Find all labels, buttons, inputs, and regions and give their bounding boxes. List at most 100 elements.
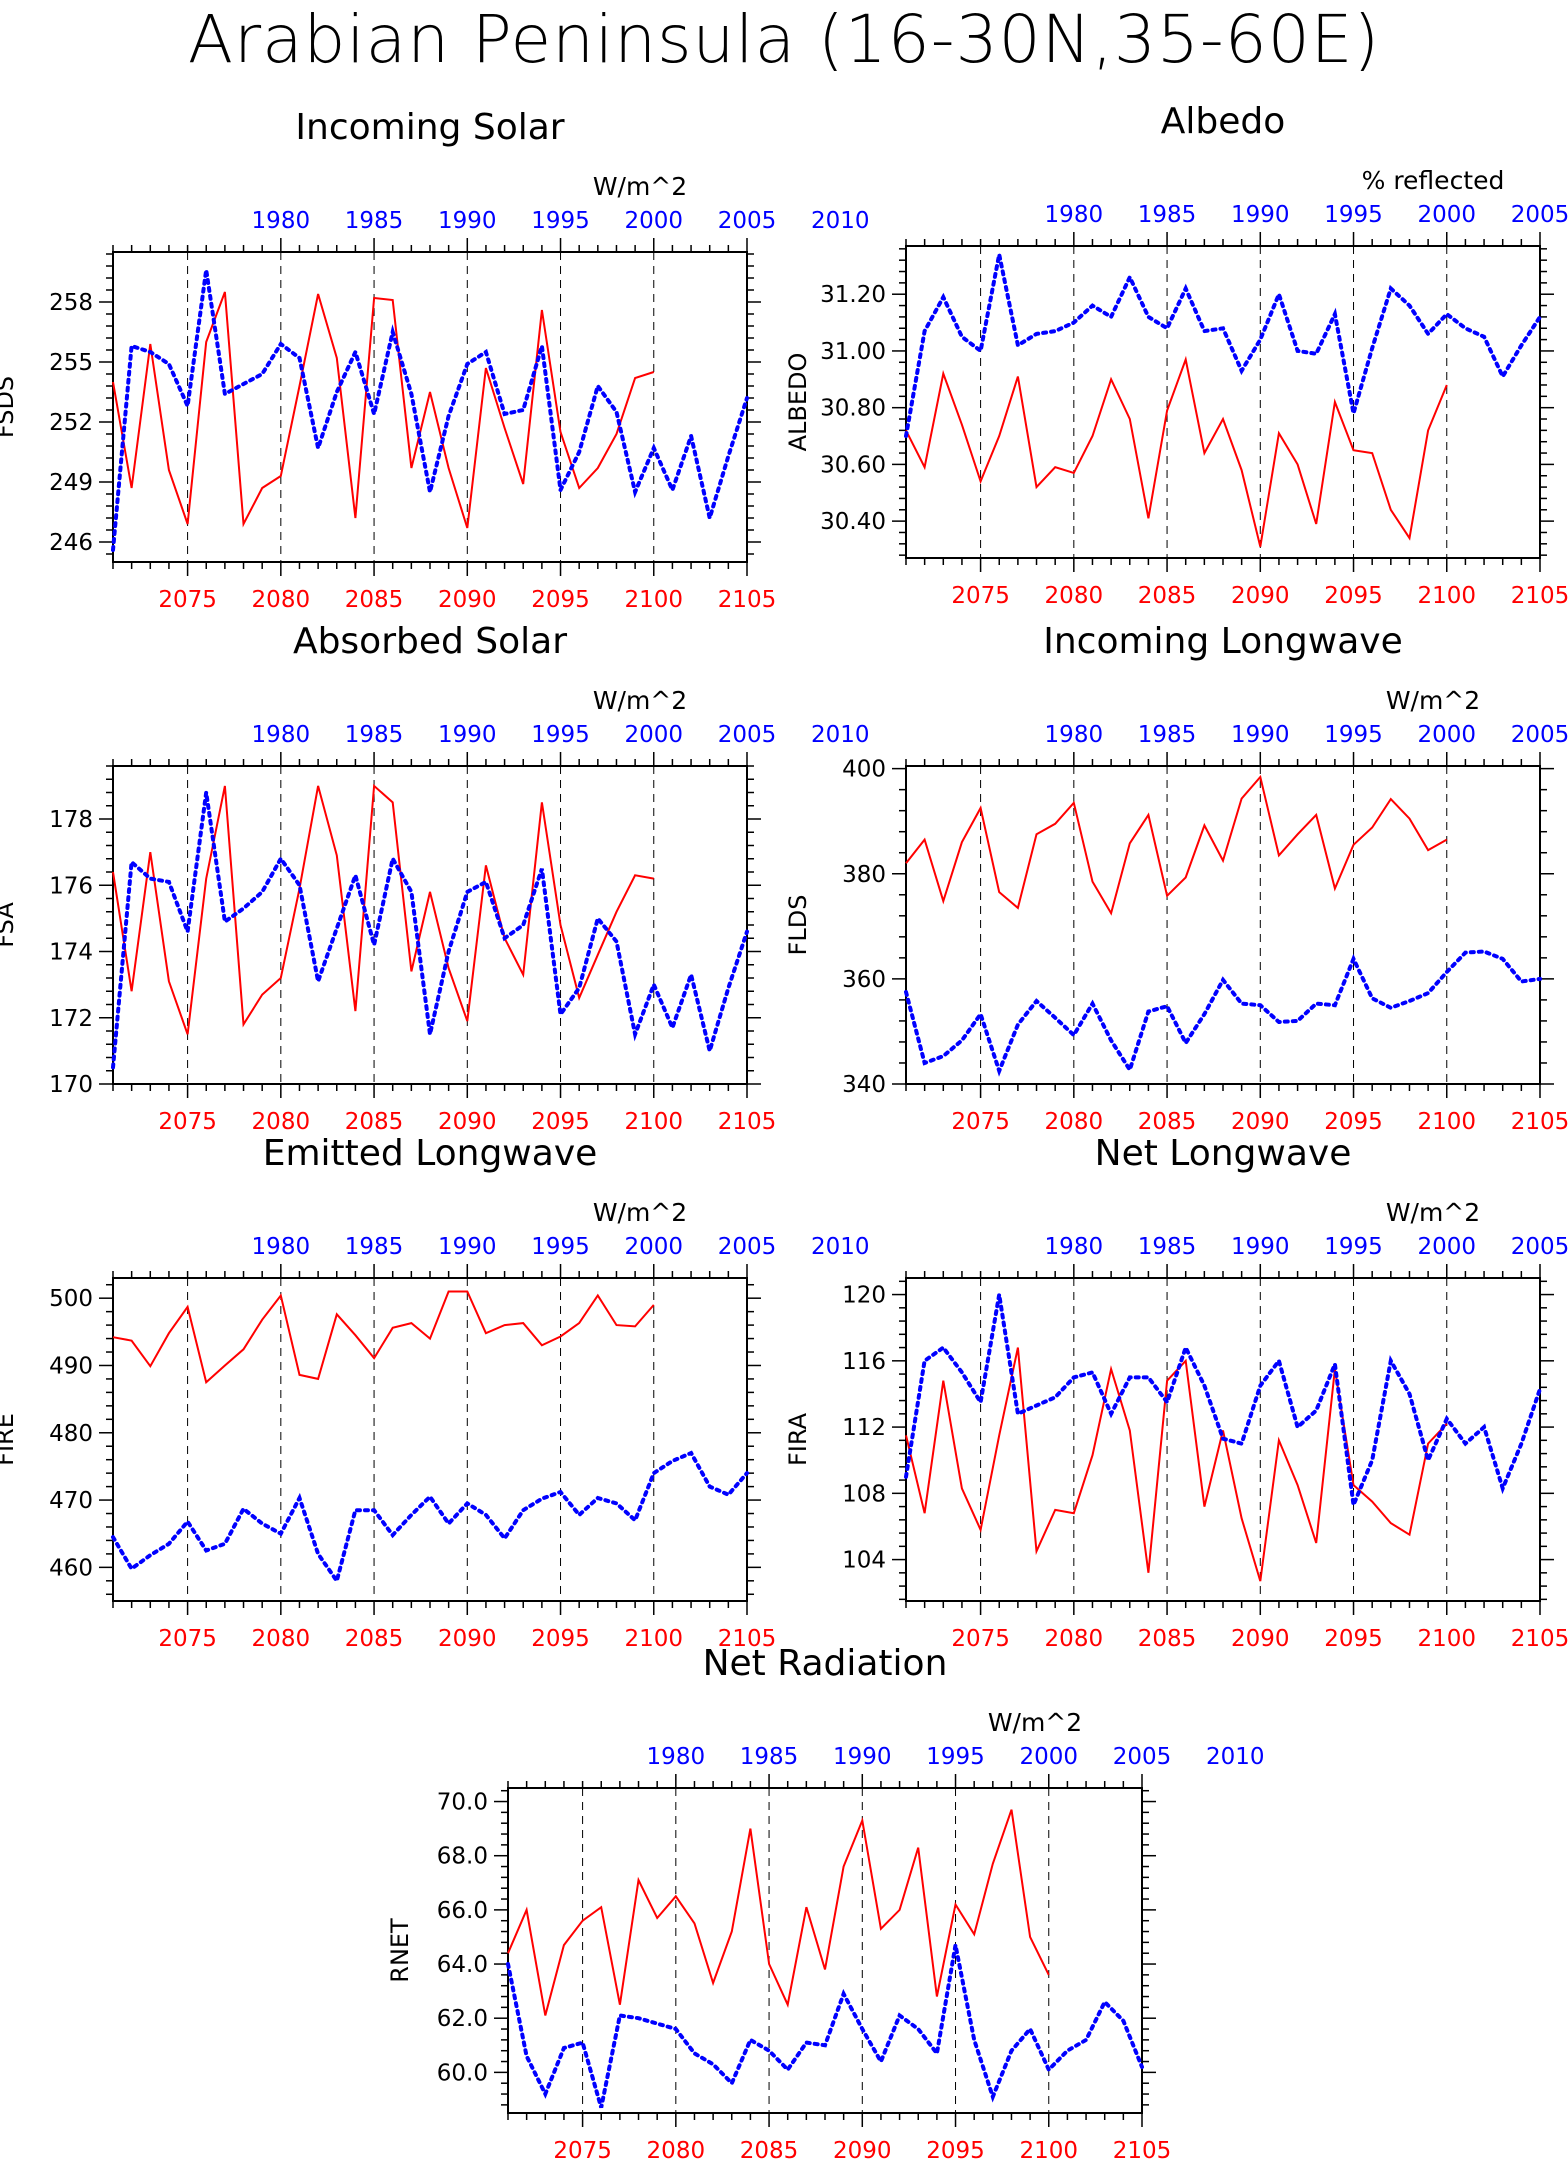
top-tick-label: 1990 bbox=[1231, 722, 1290, 748]
x-tick-label: 2080 bbox=[252, 1109, 311, 1135]
y-axis-label: RNET bbox=[386, 1918, 414, 1983]
y-tick-label: 30.60 bbox=[820, 452, 886, 478]
chart-panel-3: Absorbed Solar W/m^2 2075 2080 2085 2090 2095 2… bbox=[0, 621, 870, 1135]
x-tick-label: 2090 bbox=[833, 2138, 892, 2160]
x-tick-label: 2100 bbox=[1417, 1626, 1476, 1652]
top-tick-label: 2000 bbox=[624, 1234, 683, 1260]
x-tick-label: 2095 bbox=[926, 2138, 985, 2160]
chart-panel-4: Incoming Longwave W/m^2 2075 2080 2085 2090 20… bbox=[784, 621, 1568, 1135]
y-tick-label: 172 bbox=[49, 1006, 93, 1032]
top-tick-label: 1990 bbox=[438, 1234, 497, 1260]
y-axis-label: FIRE bbox=[0, 1413, 19, 1466]
chart-panel-1: Incoming Solar W/m^2 2075 2080 2085 2090 2095 2… bbox=[0, 107, 870, 613]
top-tick-label: 1985 bbox=[1138, 1234, 1197, 1260]
y-tick-label: 176 bbox=[49, 873, 93, 899]
x-tick-label: 2080 bbox=[1045, 583, 1104, 609]
y-tick-label: 170 bbox=[49, 1072, 93, 1098]
series-line-historical bbox=[111, 269, 749, 552]
top-tick-label: 2005 bbox=[718, 208, 777, 234]
top-tick-label: 2000 bbox=[624, 208, 683, 234]
top-tick-label: 2005 bbox=[1511, 722, 1568, 748]
x-tick-label: 2100 bbox=[624, 587, 683, 613]
y-tick-label: 112 bbox=[842, 1415, 886, 1441]
y-tick-label: 178 bbox=[49, 807, 93, 833]
top-tick-label: 1990 bbox=[438, 208, 497, 234]
y-tick-label: 258 bbox=[49, 290, 93, 316]
x-tick-label: 2080 bbox=[252, 587, 311, 613]
top-tick-label: 1985 bbox=[1138, 202, 1197, 228]
top-tick-label: 2000 bbox=[624, 722, 683, 748]
y-tick-label: 120 bbox=[842, 1283, 886, 1309]
series-line-future bbox=[905, 774, 1448, 916]
x-tick-label: 2090 bbox=[438, 1109, 497, 1135]
top-tick-label: 2000 bbox=[1417, 202, 1476, 228]
top-tick-label: 1990 bbox=[833, 1744, 892, 1770]
y-tick-label: 255 bbox=[49, 350, 93, 376]
series-line-future bbox=[507, 1809, 1050, 2016]
top-tick-label: 2010 bbox=[811, 722, 870, 748]
x-tick-label: 2080 bbox=[252, 1626, 311, 1652]
y-tick-label: 174 bbox=[49, 940, 93, 966]
top-tick-label: 1980 bbox=[252, 722, 311, 748]
top-tick-label: 2000 bbox=[1417, 722, 1476, 748]
top-tick-label: 1985 bbox=[345, 722, 404, 748]
x-tick-label: 2080 bbox=[1045, 1626, 1104, 1652]
plot-frame bbox=[112, 251, 748, 563]
x-tick-label: 2075 bbox=[951, 1626, 1010, 1652]
plot-frame bbox=[507, 1787, 1143, 2114]
chart-title: Emitted Longwave bbox=[263, 1133, 598, 1174]
series-line-future bbox=[905, 355, 1448, 547]
y-tick-label: 246 bbox=[49, 530, 93, 556]
x-tick-label: 2090 bbox=[438, 587, 497, 613]
page-title: Arabian Peninsula (16-30N,35-60E) bbox=[187, 1, 1381, 78]
x-tick-label: 2090 bbox=[1231, 1109, 1290, 1135]
y-axis-label: FIRA bbox=[784, 1412, 812, 1466]
plot-frame bbox=[112, 1277, 748, 1602]
x-tick-label: 2100 bbox=[1417, 583, 1476, 609]
plot-frame bbox=[905, 765, 1541, 1085]
units-label: W/m^2 bbox=[988, 1708, 1082, 1737]
x-tick-label: 2095 bbox=[1324, 1626, 1383, 1652]
y-tick-label: 500 bbox=[49, 1286, 93, 1312]
chart-panel-6: Net Longwave W/m^2 2075 2080 2085 2090 2095 210… bbox=[784, 1133, 1568, 1652]
chart-panel-5: Emitted Longwave W/m^2 2075 2080 2085 2090 209… bbox=[0, 1133, 870, 1652]
series-line-future bbox=[905, 1347, 1448, 1582]
x-tick-label: 2105 bbox=[1511, 1626, 1568, 1652]
units-label: % reflected bbox=[1362, 166, 1505, 195]
x-tick-label: 2100 bbox=[1019, 2138, 1078, 2160]
x-tick-label: 2090 bbox=[1231, 1626, 1290, 1652]
units-label: W/m^2 bbox=[593, 1198, 687, 1227]
chart-title: Incoming Longwave bbox=[1043, 621, 1403, 662]
series-line-future bbox=[112, 1290, 655, 1385]
x-tick-label: 2085 bbox=[740, 2138, 799, 2160]
top-tick-label: 2010 bbox=[1206, 1744, 1265, 1770]
y-tick-label: 60.0 bbox=[437, 2060, 488, 2086]
top-tick-label: 1985 bbox=[1138, 722, 1197, 748]
top-tick-label: 1990 bbox=[1231, 202, 1290, 228]
series-line-historical bbox=[904, 254, 1542, 438]
top-tick-label: 2010 bbox=[811, 208, 870, 234]
top-tick-label: 1995 bbox=[531, 208, 590, 234]
y-tick-label: 116 bbox=[842, 1349, 886, 1375]
x-tick-label: 2095 bbox=[531, 587, 590, 613]
y-tick-label: 460 bbox=[49, 1555, 93, 1581]
x-tick-label: 2105 bbox=[718, 587, 777, 613]
series-line-historical bbox=[111, 792, 749, 1070]
x-tick-label: 2085 bbox=[1138, 583, 1197, 609]
x-tick-label: 2090 bbox=[1231, 583, 1290, 609]
top-tick-label: 1980 bbox=[252, 208, 311, 234]
x-tick-label: 2095 bbox=[1324, 583, 1383, 609]
units-label: W/m^2 bbox=[1386, 1198, 1480, 1227]
chart-panel-2: Albedo % reflected 2075 2080 2085 2090 2095 210… bbox=[784, 101, 1568, 609]
top-tick-label: 1985 bbox=[345, 208, 404, 234]
y-tick-label: 380 bbox=[842, 862, 886, 888]
top-tick-label: 1980 bbox=[647, 1744, 706, 1770]
top-tick-label: 1995 bbox=[1324, 202, 1383, 228]
y-tick-label: 30.80 bbox=[820, 396, 886, 422]
x-tick-label: 2075 bbox=[158, 1109, 217, 1135]
y-tick-label: 104 bbox=[842, 1548, 886, 1574]
top-tick-label: 1995 bbox=[1324, 722, 1383, 748]
top-tick-label: 1995 bbox=[1324, 1234, 1383, 1260]
top-tick-label: 1985 bbox=[345, 1234, 404, 1260]
